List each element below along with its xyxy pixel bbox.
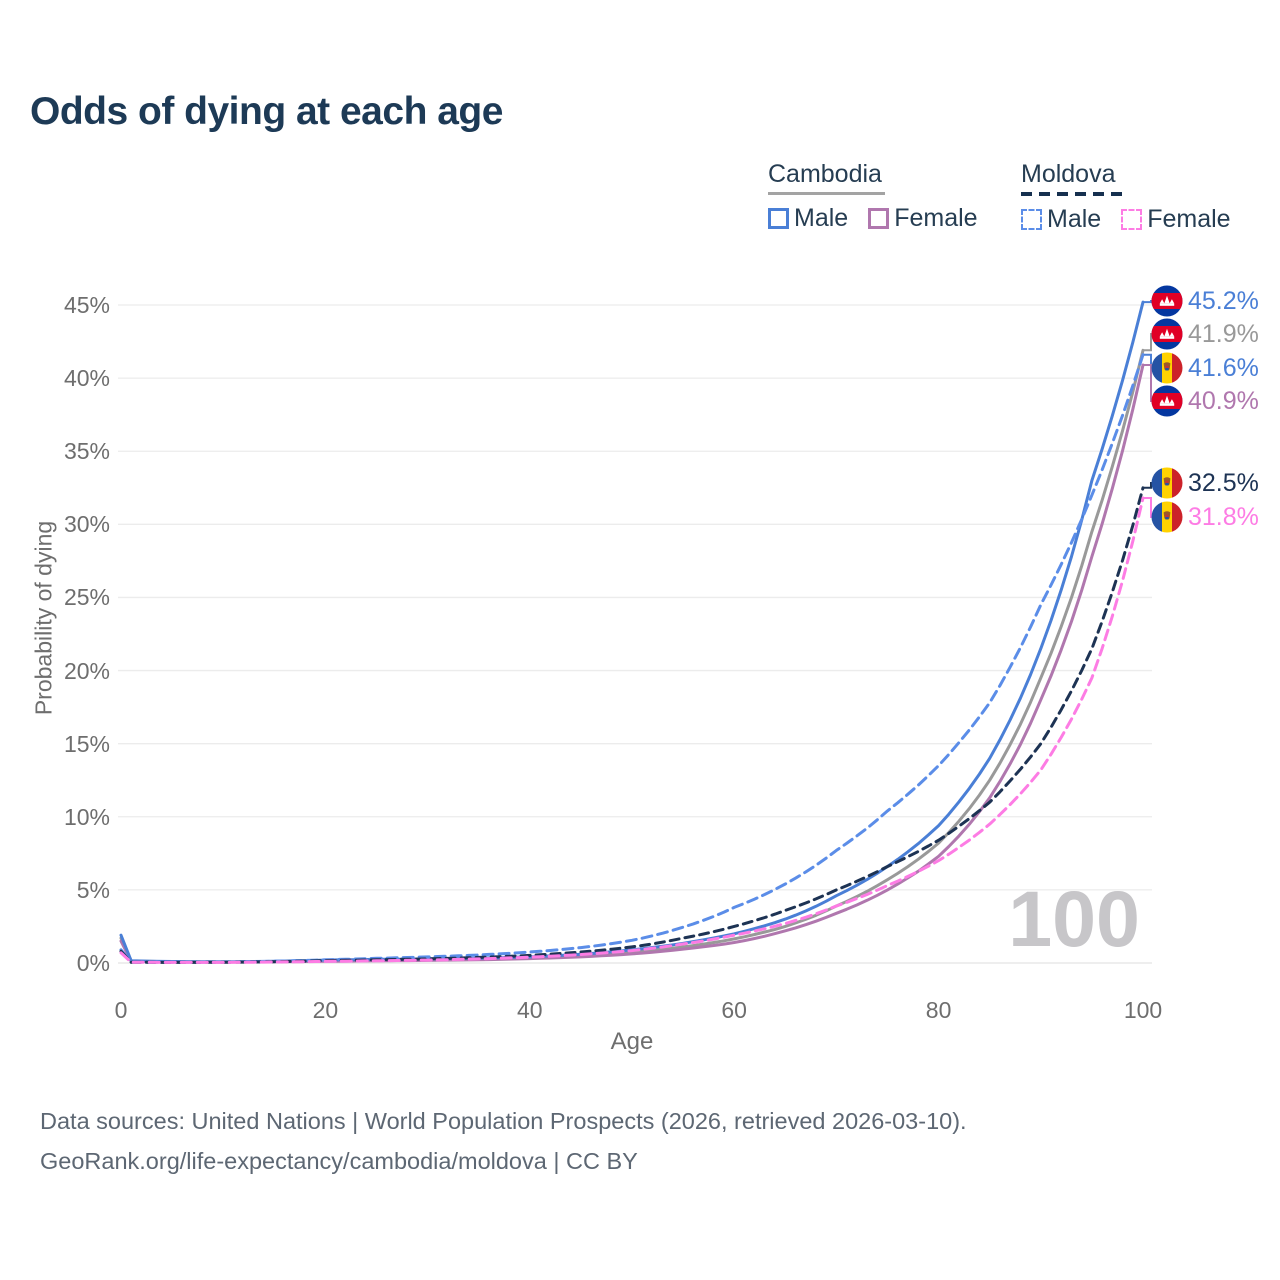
y-axis-title: Probability of dying — [30, 520, 57, 716]
cambodia-flag-icon — [1151, 318, 1183, 350]
series-line-moldova-total[interactable] — [119, 486, 1145, 964]
series-line-cambodia-female[interactable] — [119, 363, 1145, 964]
y-tick-label: 30% — [63, 511, 110, 538]
x-tick-label: 0 — [114, 997, 128, 1023]
end-label-value: 32.5% — [1188, 468, 1259, 497]
series-line-moldova-female[interactable] — [119, 496, 1145, 964]
y-tick-label: 25% — [63, 584, 110, 611]
end-label-value: 45.2% — [1188, 286, 1259, 315]
legend-label-cambodia-male[interactable]: Male — [794, 204, 849, 232]
attribution-link[interactable]: GeoRank.org/life-expectancy/cambodia/mol… — [40, 1148, 638, 1174]
y-tick-label: 45% — [63, 292, 110, 318]
x-tick-label: 100 — [1123, 997, 1163, 1023]
moldova-flag-icon — [1151, 352, 1183, 384]
cambodia-flag-icon — [1151, 385, 1183, 417]
moldova-flag-icon — [1151, 467, 1183, 499]
legend-group-moldova: Moldova Male Female — [1021, 160, 1251, 234]
legend-swatch-moldova-male[interactable] — [1021, 209, 1042, 230]
end-label-value: 41.6% — [1188, 353, 1259, 382]
legend-swatch-cambodia-male[interactable] — [768, 208, 789, 229]
end-label-cambodia-total[interactable]: 41.9% — [1151, 318, 1259, 350]
hover-age-watermark: 100 — [1008, 874, 1140, 963]
y-tick-label: 10% — [63, 803, 110, 830]
y-tick-label: 15% — [63, 730, 110, 757]
y-tick-label: 0% — [76, 950, 110, 976]
legend-label-moldova-male[interactable]: Male — [1047, 205, 1102, 233]
cambodia-line-style-swatch — [768, 192, 885, 195]
data-sources-note: Data sources: United Nations | World Pop… — [40, 1108, 967, 1134]
page-title: Odds of dying at each age — [30, 90, 503, 133]
end-label-value: 41.9% — [1188, 319, 1259, 348]
y-tick-label: 20% — [63, 657, 110, 684]
series-line-cambodia-total[interactable] — [119, 348, 1145, 964]
x-tick-label: 80 — [925, 997, 952, 1023]
series-line-moldova-male[interactable] — [119, 353, 1145, 964]
end-label-value: 31.8% — [1188, 502, 1259, 531]
y-tick-label: 35% — [63, 438, 110, 465]
x-tick-label: 40 — [517, 997, 543, 1023]
series-line-cambodia-male[interactable] — [119, 300, 1145, 964]
legend-country-moldova[interactable]: Moldova — [1021, 160, 1116, 188]
legend-country-cambodia[interactable]: Cambodia — [768, 160, 882, 188]
end-label-moldova-male[interactable]: 41.6% — [1151, 352, 1259, 384]
moldova-line-style-swatch — [1021, 192, 1122, 196]
end-label-cambodia-female[interactable]: 40.9% — [1151, 385, 1259, 417]
y-tick-label: 5% — [76, 876, 110, 903]
legend-label-moldova-female[interactable]: Female — [1147, 205, 1231, 233]
legend-swatch-cambodia-female[interactable] — [868, 208, 890, 229]
y-tick-label: 40% — [63, 365, 110, 392]
cambodia-flag-icon — [1151, 285, 1183, 317]
end-label-cambodia-male[interactable]: 45.2% — [1151, 285, 1259, 317]
moldova-flag-icon — [1151, 501, 1183, 533]
x-tick-label: 60 — [721, 997, 747, 1023]
legend-group-cambodia: Cambodia Male Female — [768, 160, 998, 233]
gridlines — [118, 304, 1152, 964]
legend-swatch-moldova-female[interactable] — [1121, 209, 1143, 230]
legend-label-cambodia-female[interactable]: Female — [894, 204, 978, 232]
x-tick-label: 20 — [312, 997, 339, 1023]
x-axis-title: Age — [610, 1028, 654, 1055]
end-label-moldova-total[interactable]: 32.5% — [1151, 467, 1259, 499]
end-label-value: 40.9% — [1188, 386, 1259, 415]
end-label-moldova-female[interactable]: 31.8% — [1151, 501, 1259, 533]
